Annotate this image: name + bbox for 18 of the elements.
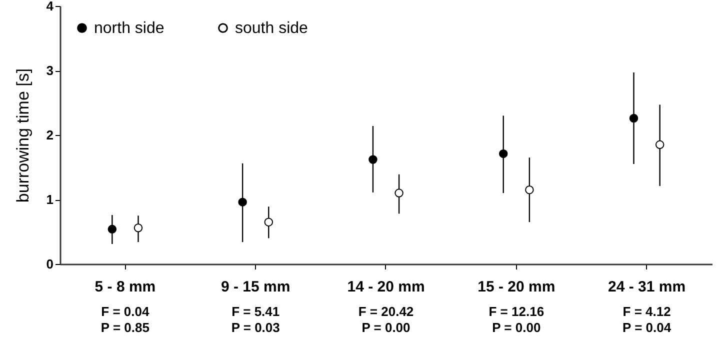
- x-tick-label: 9 - 15 mm: [221, 278, 290, 296]
- x-tick-label: 14 - 20 mm: [347, 278, 425, 296]
- y-tick-label: 2: [46, 128, 54, 142]
- text: F = 0.04 P = 0.85: [100, 304, 150, 335]
- y-tick-label: 0: [46, 256, 54, 272]
- text: F = 20.42 P = 0.00: [358, 304, 414, 335]
- legend-label: south side: [235, 20, 308, 37]
- y-axis-title: burrowing time [s]: [13, 68, 32, 203]
- x-tick-label: 15 - 20 mm: [478, 278, 556, 296]
- text: F = 12.16 P = 0.00: [488, 304, 544, 335]
- text: F = 4.12 P = 0.04: [622, 304, 672, 335]
- legend-label: north side: [94, 20, 164, 37]
- x-tick-label: 5 - 8 mm: [94, 278, 156, 296]
- y-tick-label: 3: [46, 63, 54, 78]
- y-tick-label: 1: [46, 192, 54, 207]
- x-tick-label: 24 - 31 mm: [608, 278, 686, 296]
- y-tick-label: 4: [46, 0, 54, 14]
- text: F = 5.41 P = 0.03: [231, 304, 280, 335]
